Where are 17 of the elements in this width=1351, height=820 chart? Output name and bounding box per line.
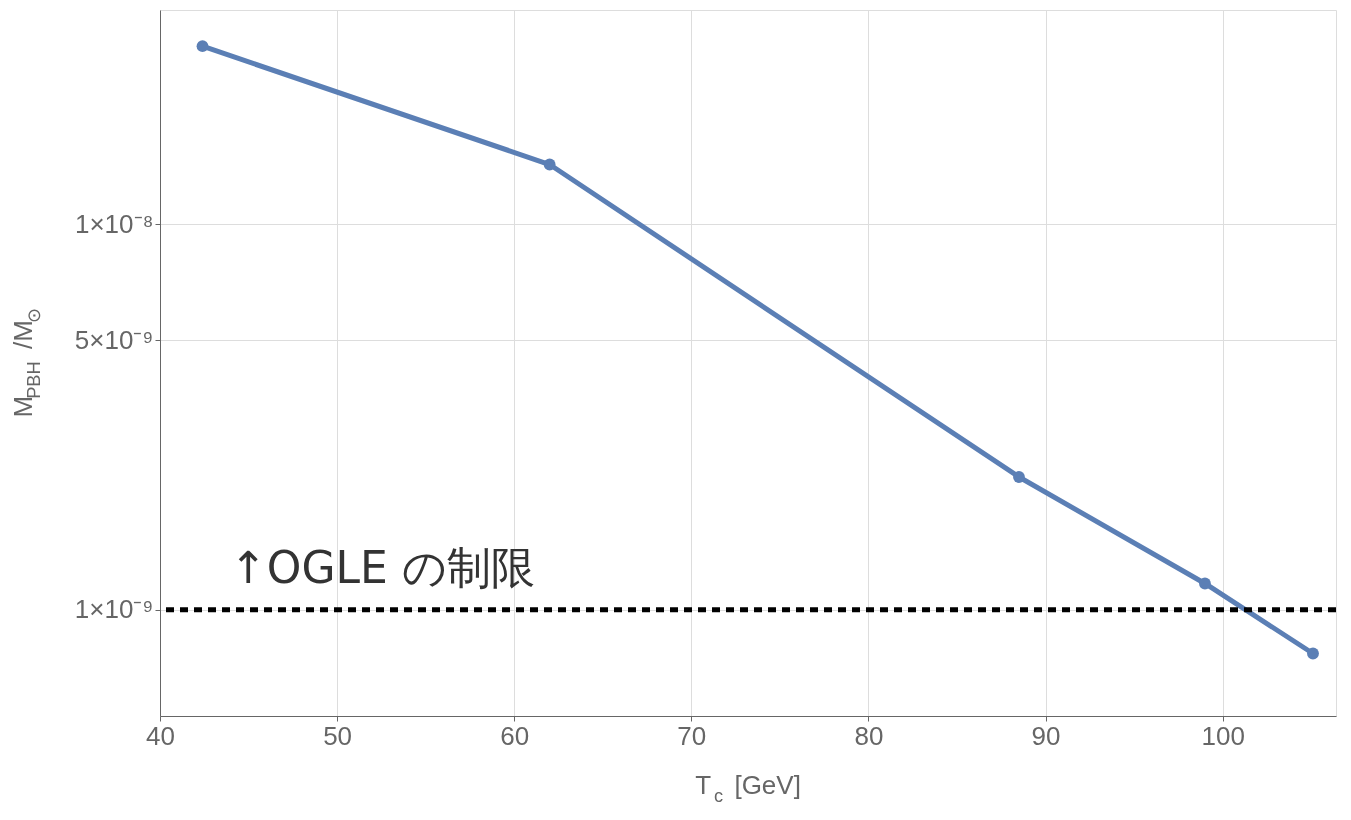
x-tick-label: 80 [854,720,884,751]
point [543,158,556,171]
point [1013,471,1025,483]
x-tick-label: 50 [323,720,353,751]
point [1307,647,1319,660]
ref-line-label: ↑OGLE の制限 [230,541,535,593]
point [1199,577,1211,590]
x-tick-label: 100 [1201,720,1245,751]
y-axis-title: MPBH /M⊙ [8,308,44,418]
y-tick-label: 5×10⁻⁹ [74,324,154,355]
x-tick-label: 60 [500,720,530,751]
x-tick-label: 40 [146,720,175,751]
x-tick-label: 70 [677,720,707,751]
y-tick-label: 1×10⁻⁸ [74,208,154,239]
y-tick-label: 1×10⁻⁹ [74,594,154,625]
point [196,40,209,53]
x-tick-label: 90 [1031,720,1061,751]
